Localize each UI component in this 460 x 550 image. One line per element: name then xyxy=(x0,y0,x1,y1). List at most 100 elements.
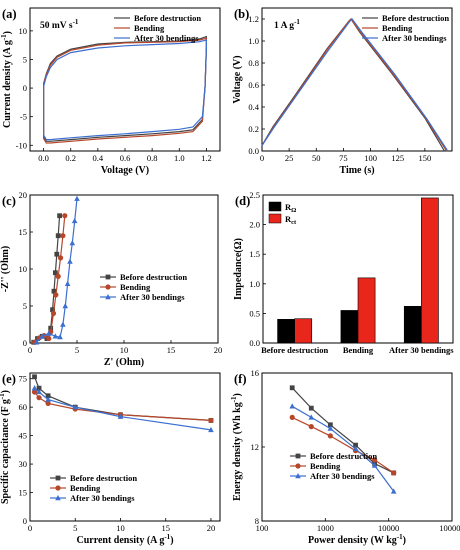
y-tick-label: 0.8 xyxy=(248,58,259,68)
data-point xyxy=(289,385,295,391)
y-tick-label: 12 xyxy=(251,442,260,452)
chart-panel-d: (d) 0.0 0.5 1.0 1.5 2.0 2.5 Impedance(Ω) Before … xyxy=(233,190,454,355)
series-line xyxy=(43,39,207,141)
legend-entry: After 30 bendings xyxy=(382,33,447,43)
data-point xyxy=(208,426,214,433)
data-point xyxy=(39,333,46,339)
data-point xyxy=(69,240,76,246)
x-axis-label-text: Current density (A g xyxy=(76,535,164,546)
legend-entry-name: R xyxy=(285,214,292,224)
data-point xyxy=(50,310,57,316)
chart-panel-c: (c) 0 5 10 15 20 0 5 10 15 20 Z' (Ohm) -Z'' (Ohm) Bef… xyxy=(0,190,222,368)
data-point xyxy=(308,414,315,420)
y-axis-label-tail: ) xyxy=(232,393,243,396)
legend-entry: After 30 bendings xyxy=(70,493,135,503)
y-tick-label: 0.6 xyxy=(248,80,259,90)
data-point xyxy=(45,393,51,399)
plot-annotation: 50 mV s-1 xyxy=(40,18,79,31)
x-tick-label: 0 xyxy=(28,523,32,533)
data-point xyxy=(57,334,63,340)
x-axis-label: Current density (A g-1) xyxy=(76,533,173,546)
data-point xyxy=(327,422,333,428)
plot-frame xyxy=(29,372,221,522)
y-tick-label: -5 xyxy=(20,112,27,122)
y-tick-label: 0.2 xyxy=(248,124,259,134)
legend-swatch xyxy=(268,201,282,212)
bar xyxy=(421,197,439,344)
data-point xyxy=(31,389,38,395)
x-tick-label: 20 xyxy=(207,523,216,533)
y-axis-label: Voltage (V) xyxy=(232,55,243,103)
legend-entry: After 30 bendings xyxy=(310,471,375,481)
y-tick-label: 15 xyxy=(19,227,28,237)
y-tick-label: 30 xyxy=(19,459,28,469)
series-line xyxy=(261,18,448,152)
category-label: After 30 bendings xyxy=(389,345,454,355)
legend-marker xyxy=(295,453,301,459)
panel-label: (c) xyxy=(2,194,16,208)
series-line xyxy=(291,387,394,474)
data-point xyxy=(390,488,397,494)
legend-marker xyxy=(55,495,61,501)
panel-label: (d) xyxy=(235,194,250,208)
chart-panel-f: (f) 100 1000 10000 100000 8 12 16 Power density … xyxy=(230,368,460,546)
data-point xyxy=(51,288,57,294)
annotation-sup: -1 xyxy=(73,18,79,26)
y-tick-label: 0 xyxy=(23,516,27,526)
y-axis-label-text: Specific capacitance (F g xyxy=(0,399,11,504)
legend-marker xyxy=(55,475,61,481)
data-point xyxy=(308,405,314,411)
data-point xyxy=(60,233,66,239)
y-tick-label: 8 xyxy=(255,516,259,526)
y-tick-label: 5 xyxy=(23,54,27,64)
x-tick-label: 50 xyxy=(312,153,321,163)
data-point xyxy=(64,280,71,286)
data-point xyxy=(353,442,358,448)
data-point xyxy=(45,396,51,402)
x-tick-label: 100 xyxy=(364,153,377,163)
x-axis-label-text: Voltage (V) xyxy=(101,165,149,176)
x-tick-label: 0.8 xyxy=(147,153,158,163)
legend-entry: Bending xyxy=(120,282,151,292)
data-point xyxy=(31,385,38,391)
x-tick-label: 0.0 xyxy=(38,153,49,163)
data-point xyxy=(46,335,52,342)
chart-panel-e: (e) 0 5 10 15 20 0 15 30 45 60 75 Current density (A… xyxy=(0,372,221,546)
x-tick-label: 1.0 xyxy=(174,153,185,163)
chart-panel-a: (a) 0.0 0.2 0.4 0.6 0.8 1.0 1.2 -10 -5 0 5 10 Voltage… xyxy=(0,7,221,176)
panel-label: (e) xyxy=(2,372,16,386)
x-tick-label: 15 xyxy=(167,345,176,355)
x-axis-label: Voltage (V) xyxy=(101,165,149,176)
data-point xyxy=(62,213,68,219)
x-axis-label-text: Time (s) xyxy=(339,165,374,176)
data-point xyxy=(52,270,58,276)
legend-marker xyxy=(295,473,301,479)
y-axis-label-text: Impedance(Ω) xyxy=(233,238,244,300)
y-tick-label: 0.5 xyxy=(249,308,260,318)
legend-entry: Bending xyxy=(134,23,165,33)
y-tick-label: -10 xyxy=(16,140,27,150)
y-tick-label: 1.5 xyxy=(249,249,260,259)
x-tick-label: 20 xyxy=(214,345,223,355)
x-tick-label: 1.2 xyxy=(201,153,212,163)
x-tick-label: 10 xyxy=(116,523,125,533)
data-point xyxy=(72,404,79,410)
x-tick-label: 10000 xyxy=(378,523,399,533)
category-label: Bending xyxy=(343,345,374,355)
x-tick-label: 0.2 xyxy=(65,153,76,163)
y-tick-label: 0.0 xyxy=(248,146,259,156)
x-axis-label: Power density (W kg-1) xyxy=(308,533,406,546)
legend-marker xyxy=(105,294,111,300)
annotation-sup: -1 xyxy=(294,18,300,26)
y-tick-label: 0 xyxy=(23,338,27,348)
data-point xyxy=(327,425,334,431)
data-point xyxy=(45,400,51,406)
data-point xyxy=(352,445,359,452)
y-tick-label: 1.0 xyxy=(249,279,260,289)
x-tick-label: 0 xyxy=(28,345,32,355)
data-point xyxy=(67,258,73,264)
x-tick-label: 10 xyxy=(120,345,129,355)
data-point xyxy=(289,414,295,420)
data-point xyxy=(36,385,42,391)
